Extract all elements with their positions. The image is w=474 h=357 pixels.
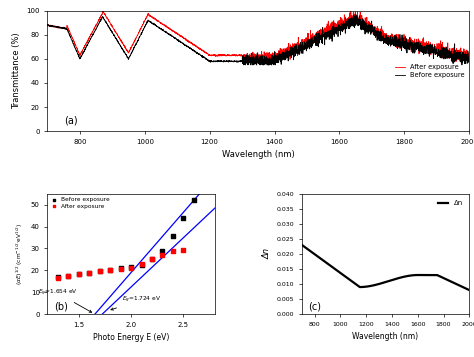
Before exposure bbox=[75, 271, 82, 277]
Before exposure bbox=[225, 59, 230, 64]
After exposure bbox=[180, 247, 187, 252]
X-axis label: Photo Energy E (eV): Photo Energy E (eV) bbox=[93, 333, 169, 342]
Legend: Before exposure, After exposure: Before exposure, After exposure bbox=[50, 197, 110, 209]
After exposure bbox=[45, 24, 50, 28]
Text: (a): (a) bbox=[64, 116, 78, 126]
Before exposure bbox=[64, 273, 72, 279]
After exposure bbox=[148, 257, 156, 262]
Before exposure bbox=[169, 233, 177, 239]
After exposure bbox=[169, 248, 177, 253]
X-axis label: Wavelength (nm): Wavelength (nm) bbox=[222, 150, 295, 159]
Δn bbox=[414, 273, 419, 277]
Y-axis label: $(\alpha E)^{1/2}$ (cm$^{-1/2}$$\cdot$eV$^{1/2}$): $(\alpha E)^{1/2}$ (cm$^{-1/2}$$\cdot$eV… bbox=[15, 223, 25, 285]
Δn bbox=[316, 255, 322, 260]
Δn bbox=[299, 243, 305, 247]
Before exposure bbox=[138, 262, 146, 268]
Before exposure bbox=[190, 197, 198, 203]
After exposure bbox=[458, 52, 464, 57]
After exposure bbox=[92, 24, 98, 29]
Before exposure bbox=[128, 264, 135, 270]
Line: Δn: Δn bbox=[302, 245, 469, 290]
After exposure bbox=[75, 271, 82, 277]
Δn bbox=[466, 288, 472, 292]
After exposure bbox=[106, 267, 114, 273]
Line: After exposure: After exposure bbox=[47, 11, 469, 61]
Before exposure bbox=[458, 53, 464, 57]
Before exposure bbox=[159, 248, 166, 253]
Before exposure bbox=[54, 274, 62, 280]
Before exposure bbox=[117, 265, 125, 271]
Line: Before exposure: Before exposure bbox=[47, 14, 469, 65]
Legend: Δn: Δn bbox=[435, 197, 466, 209]
After exposure bbox=[54, 275, 62, 281]
Before exposure bbox=[413, 40, 419, 45]
Legend: After exposure, Before exposure: After exposure, Before exposure bbox=[393, 62, 466, 79]
Before exposure bbox=[206, 59, 212, 64]
After exposure bbox=[159, 252, 166, 258]
Text: $E_g$=1.724 eV: $E_g$=1.724 eV bbox=[111, 295, 161, 310]
After exposure bbox=[466, 58, 472, 62]
After exposure bbox=[207, 52, 212, 57]
Before exposure bbox=[85, 270, 93, 275]
Before exposure bbox=[96, 268, 103, 274]
After exposure bbox=[413, 43, 419, 47]
Before exposure bbox=[353, 12, 359, 16]
After exposure bbox=[85, 270, 93, 275]
X-axis label: Wavelength (nm): Wavelength (nm) bbox=[353, 332, 419, 341]
Text: (b): (b) bbox=[54, 301, 68, 311]
After exposure bbox=[138, 261, 146, 267]
Δn bbox=[367, 284, 373, 288]
After exposure bbox=[225, 54, 230, 58]
Before exposure bbox=[466, 57, 472, 61]
Before exposure bbox=[92, 27, 98, 32]
Δn bbox=[373, 283, 378, 287]
Before exposure bbox=[106, 267, 114, 273]
Δn bbox=[429, 273, 435, 277]
After exposure bbox=[64, 273, 72, 279]
After exposure bbox=[96, 268, 103, 274]
Before exposure bbox=[201, 184, 208, 190]
After exposure bbox=[240, 59, 246, 64]
Before exposure bbox=[45, 23, 50, 27]
After exposure bbox=[128, 265, 135, 271]
After exposure bbox=[117, 266, 125, 272]
Text: (c): (c) bbox=[309, 301, 321, 311]
Before exposure bbox=[180, 215, 187, 221]
Text: $E_g$=1.654 eV: $E_g$=1.654 eV bbox=[38, 288, 91, 312]
Δn bbox=[433, 273, 438, 277]
Before exposure bbox=[148, 257, 156, 262]
Y-axis label: Δn: Δn bbox=[262, 248, 271, 260]
Before exposure bbox=[118, 44, 123, 49]
Before exposure bbox=[241, 63, 246, 67]
After exposure bbox=[100, 9, 106, 13]
After exposure bbox=[118, 39, 124, 43]
Y-axis label: Transmittance (%): Transmittance (%) bbox=[12, 32, 21, 109]
